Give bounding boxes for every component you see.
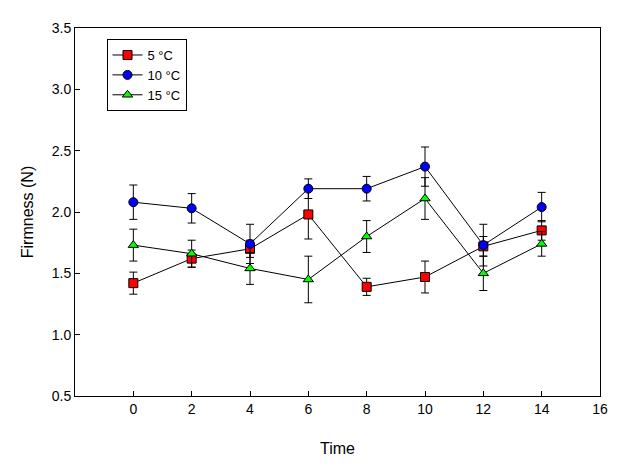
- svg-text:14: 14: [534, 401, 550, 417]
- svg-text:2.5: 2.5: [52, 143, 72, 159]
- svg-text:8: 8: [363, 401, 371, 417]
- svg-text:12: 12: [476, 401, 492, 417]
- svg-text:5 °C: 5 °C: [148, 48, 173, 63]
- svg-text:3.0: 3.0: [52, 81, 72, 97]
- svg-text:0.5: 0.5: [52, 388, 72, 404]
- svg-text:16: 16: [592, 401, 608, 417]
- svg-text:1.0: 1.0: [52, 327, 72, 343]
- svg-text:2: 2: [188, 401, 196, 417]
- svg-text:10 °C: 10 °C: [148, 68, 181, 83]
- svg-text:15 °C: 15 °C: [148, 88, 181, 103]
- svg-text:1.5: 1.5: [52, 265, 72, 281]
- svg-text:2.0: 2.0: [52, 204, 72, 220]
- svg-text:0: 0: [129, 401, 137, 417]
- svg-text:Time: Time: [320, 440, 355, 457]
- svg-text:10: 10: [417, 401, 433, 417]
- svg-text:Firmness (N): Firmness (N): [19, 166, 36, 258]
- svg-text:3.5: 3.5: [52, 20, 72, 36]
- svg-text:4: 4: [246, 401, 254, 417]
- svg-text:6: 6: [304, 401, 312, 417]
